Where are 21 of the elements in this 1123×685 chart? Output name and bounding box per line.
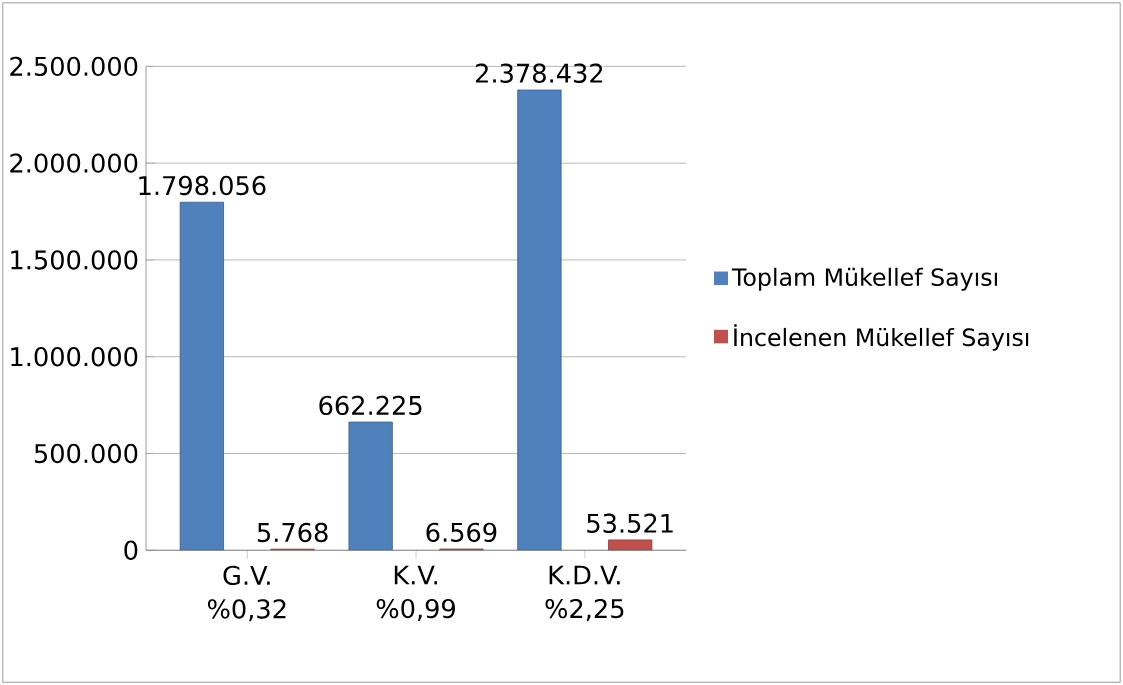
x-tick-label: K.D.V. %2,25: [545, 565, 624, 621]
bar: [608, 539, 653, 551]
y-tick-label: 1.000.000: [11, 346, 138, 367]
data-label: 662.225: [319, 395, 422, 416]
bar: [348, 421, 393, 551]
y-tick-label: 500.000: [34, 443, 138, 464]
legend-label: Toplam Mükellef Sayısı: [731, 267, 997, 291]
data-label: 6.569: [426, 522, 497, 543]
x-tick-label: G.V. %0,32: [207, 565, 286, 622]
y-tick-label: 1.500.000: [11, 250, 138, 270]
y-tick-label: 0: [124, 540, 138, 560]
bar: [179, 201, 224, 551]
data-label: 1.798.056: [139, 175, 266, 196]
data-label: 2.378.432: [476, 63, 603, 83]
y-tick-label: 2.500.000: [10, 56, 138, 77]
data-label: 5.768: [257, 522, 328, 543]
data-label: 53.521: [587, 513, 673, 533]
bar: [517, 89, 562, 551]
y-tick-label: 2.000.000: [10, 153, 138, 173]
x-tick-label: K.V. %0,99: [376, 565, 455, 621]
legend-label: İncelenen Mükellef Sayısı: [734, 324, 1029, 351]
